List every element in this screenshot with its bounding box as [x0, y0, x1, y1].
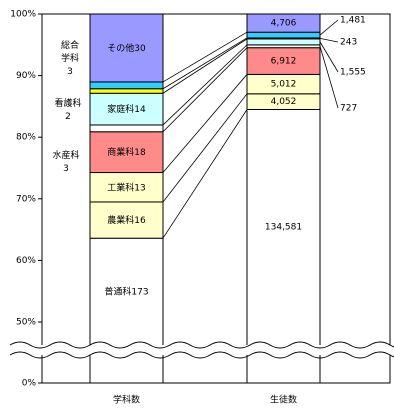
- label-name: 総合: [61, 39, 79, 51]
- bar-segment: [89, 81, 164, 90]
- label-value: 3: [67, 67, 73, 77]
- y-tick-label: 80%: [16, 133, 36, 143]
- segment-label: 水産科 3: [52, 149, 79, 174]
- leader-line: [319, 38, 339, 43]
- label-name: 家庭科: [107, 103, 134, 115]
- connector: [162, 37, 248, 90]
- segment-label: 6,912: [271, 57, 297, 67]
- segment-label: その他30: [107, 41, 146, 53]
- label-name: 看護科: [54, 97, 81, 109]
- axis-break-gap: [10, 345, 394, 355]
- label-value: 30: [134, 43, 146, 53]
- label-name: 農業科: [107, 214, 134, 226]
- connector: [162, 93, 248, 203]
- segment-label: 1,555: [340, 68, 366, 78]
- y-tick-label: 60%: [16, 256, 36, 266]
- axis-break: [9, 351, 394, 359]
- label-value: 18: [134, 148, 146, 158]
- segment-label: 727: [340, 104, 357, 114]
- segment-label: 5,012: [271, 80, 297, 90]
- label-name: 工業科: [107, 181, 134, 193]
- connector: [162, 31, 248, 83]
- leader-line: [319, 19, 339, 36]
- label-value: 13: [134, 183, 145, 193]
- label-name: その他: [107, 41, 134, 53]
- bar-segment: [246, 31, 321, 39]
- label-name: 水産科: [52, 149, 79, 161]
- connector: [162, 38, 248, 94]
- bar-segment: [89, 172, 164, 203]
- label-value: 14: [134, 105, 146, 115]
- label-value: 3: [63, 164, 69, 174]
- leader-line: [319, 41, 339, 73]
- bar-segment: [246, 108, 321, 384]
- segment-label: 農業科16: [107, 214, 146, 226]
- label-name: 普通科: [104, 285, 131, 297]
- label-name: 学科: [61, 52, 79, 64]
- bar-segment: [89, 92, 164, 126]
- x-tick-label: 生徒数: [270, 394, 297, 406]
- bar-segment: [89, 88, 164, 94]
- segment-label: 工業科13: [107, 181, 145, 193]
- y-tick-label: 100%: [10, 10, 36, 20]
- segment-label: 商業科18: [107, 146, 146, 158]
- x-tick-label: 学科数: [113, 394, 140, 406]
- segment-label: 134,581: [265, 223, 302, 233]
- segment-label: 243: [340, 38, 357, 48]
- connector: [162, 44, 248, 126]
- segment-label: 普通科173: [104, 285, 148, 297]
- label-value: 16: [134, 216, 146, 226]
- axis-break: [9, 341, 394, 349]
- label-value: 2: [65, 112, 71, 122]
- leader-line: [319, 46, 339, 109]
- connector: [162, 109, 248, 239]
- bar-segment: [89, 13, 164, 83]
- bar-segment: [89, 237, 164, 384]
- y-tick-label: 0%: [22, 379, 37, 389]
- label-value: 173: [131, 287, 148, 297]
- label-name: 商業科: [107, 146, 134, 158]
- y-tick-label: 90%: [16, 71, 36, 81]
- bar-segment: [246, 13, 321, 33]
- bar-segment: [246, 47, 321, 75]
- y-tick-label: 50%: [16, 318, 36, 328]
- connector: [162, 47, 248, 133]
- bar-segment: [89, 201, 164, 239]
- connector: [162, 74, 248, 173]
- segment-label: 看護科 2: [54, 97, 81, 122]
- bar-segment: [89, 124, 164, 133]
- bar-segment: [89, 131, 164, 174]
- segment-label: 家庭科14: [107, 103, 146, 115]
- y-tick-label: 70%: [16, 194, 36, 204]
- segment-label: 1,481: [340, 16, 366, 26]
- segment-label: 総合学科 3: [61, 39, 79, 77]
- segment-label: 4,706: [271, 19, 297, 29]
- bar-segment: [246, 38, 321, 46]
- segment-label: 4,052: [271, 97, 297, 107]
